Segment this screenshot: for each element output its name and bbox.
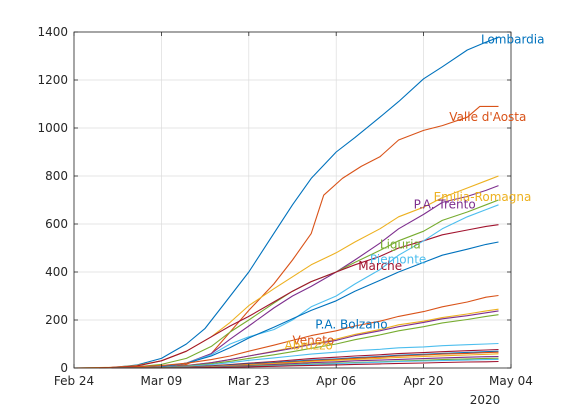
x-tick-label: Apr 20 (404, 374, 444, 388)
series-label: Valle d'Aosta (449, 110, 526, 124)
series-label: Lombardia (481, 32, 545, 46)
series-label: Piemonte (370, 253, 426, 267)
x-tick-label: Apr 06 (316, 374, 356, 388)
y-tick-label: 400 (45, 265, 68, 279)
x-tick-label: Mar 23 (228, 374, 270, 388)
series-label: P.A. Bolzano (315, 317, 387, 331)
x-tick-label: Feb 24 (54, 374, 94, 388)
series-label: P.A. Trento (414, 197, 476, 211)
y-tick-label: 200 (45, 313, 68, 327)
x-axis-year-label: 2020 (470, 393, 501, 407)
y-tick-label: 0 (60, 361, 68, 375)
series-label: Liguria (380, 237, 421, 251)
y-tick-label: 800 (45, 169, 68, 183)
x-tick-label: Mar 09 (141, 374, 183, 388)
y-tick-label: 1000 (37, 121, 68, 135)
series-label: Abruzzo (285, 339, 333, 353)
y-tick-label: 1200 (37, 73, 68, 87)
x-tick-label: May 04 (489, 374, 533, 388)
y-tick-label: 600 (45, 217, 68, 231)
y-tick-label: 1400 (37, 25, 68, 39)
